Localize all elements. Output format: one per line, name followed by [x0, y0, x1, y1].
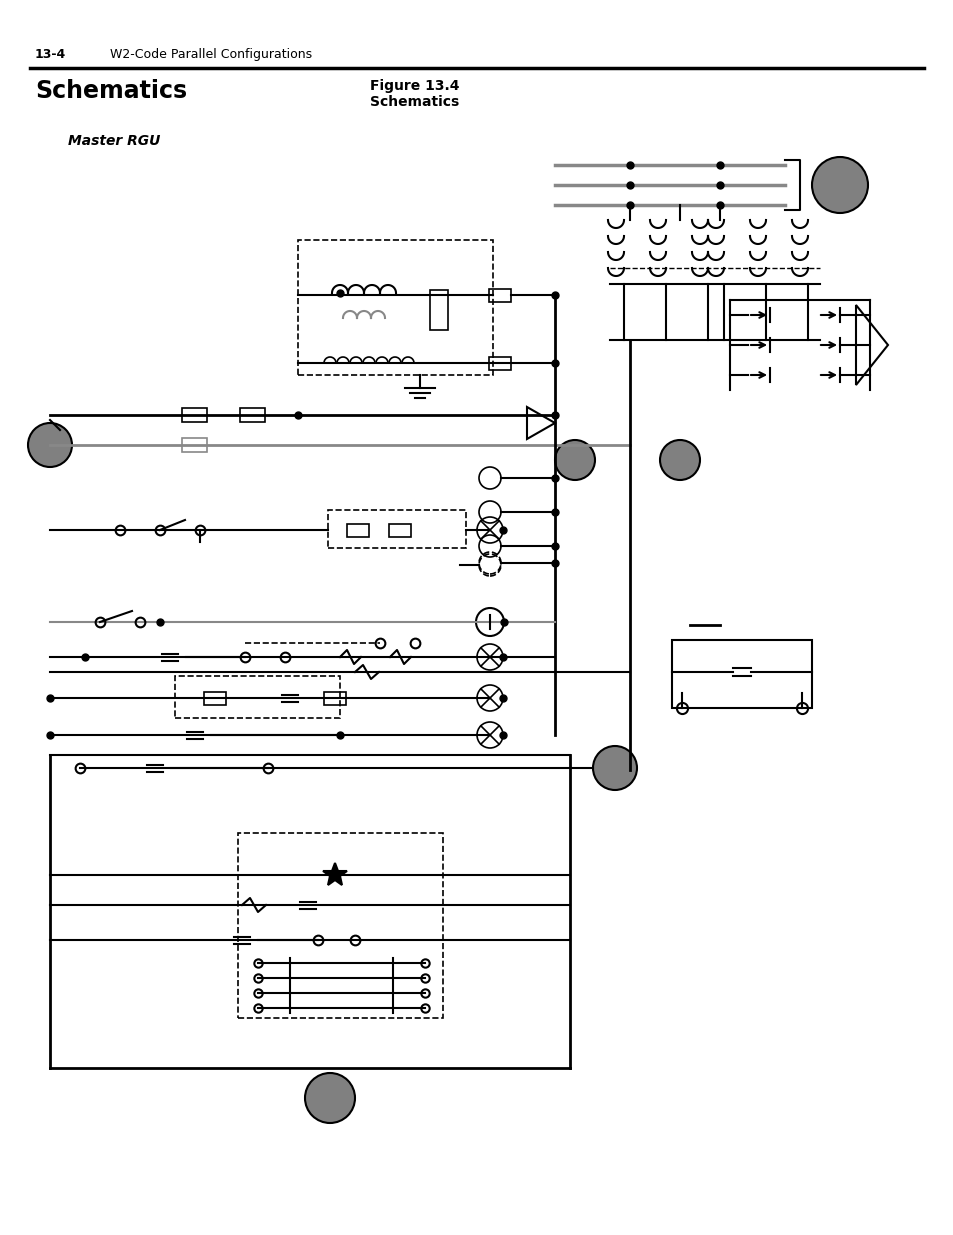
Circle shape — [305, 1073, 355, 1123]
Circle shape — [659, 440, 700, 480]
Circle shape — [811, 157, 867, 212]
Text: Master RGU: Master RGU — [68, 135, 160, 148]
Text: 13-4: 13-4 — [35, 48, 66, 61]
Text: W2-Code Parallel Configurations: W2-Code Parallel Configurations — [110, 48, 312, 61]
Text: Schematics: Schematics — [35, 79, 187, 103]
Circle shape — [555, 440, 595, 480]
Text: Schematics: Schematics — [370, 95, 458, 109]
Circle shape — [593, 746, 637, 790]
Text: Figure 13.4: Figure 13.4 — [370, 79, 459, 93]
Circle shape — [28, 424, 71, 467]
